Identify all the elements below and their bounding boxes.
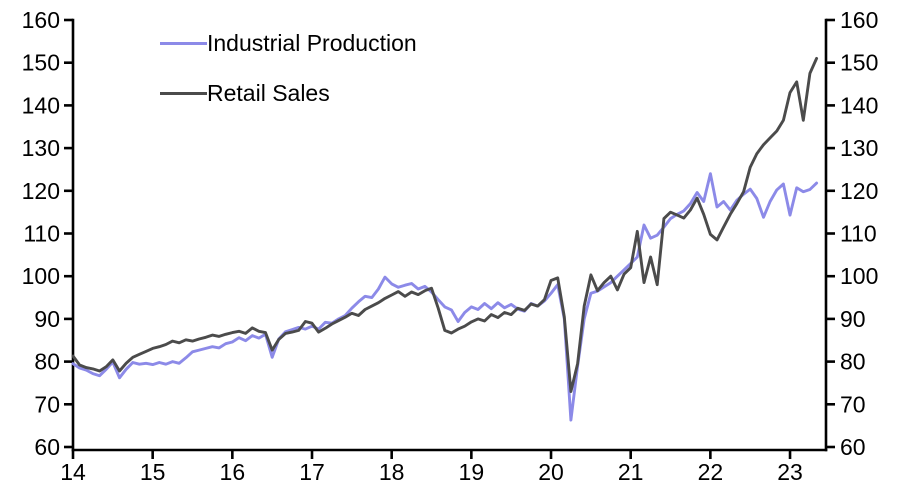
y-axis-tick-label-left: 110 — [23, 221, 60, 247]
x-axis-tick-label: 23 — [777, 459, 803, 485]
x-axis-tick-label: 16 — [220, 459, 246, 485]
legend-line-swatch-industrial-production — [160, 41, 207, 45]
y-axis-tick-label-left: 100 — [22, 263, 60, 289]
x-axis-tick-label: 21 — [618, 459, 644, 485]
y-axis-tick-label-left: 150 — [22, 50, 60, 76]
legend-item-industrial-production: Industrial Production — [160, 30, 417, 56]
y-axis-tick-label-right: 120 — [840, 178, 878, 204]
legend-line-swatch-retail-sales — [160, 91, 207, 95]
y-axis-tick-label-right: 60 — [840, 434, 866, 460]
y-axis-tick-label-right: 160 — [840, 7, 878, 33]
x-axis-tick-label: 14 — [60, 459, 86, 485]
series-line-retail-sales — [71, 56, 819, 393]
x-axis-tick-label: 22 — [698, 459, 724, 485]
y-axis-tick-label-left: 130 — [22, 135, 60, 161]
legend-item-retail-sales: Retail Sales — [160, 80, 417, 106]
x-axis-tick-label: 19 — [459, 459, 485, 485]
y-axis-tick-label-left: 120 — [22, 178, 60, 204]
x-axis-tick-label: 18 — [379, 459, 405, 485]
series-line-industrial-production — [71, 172, 819, 422]
chart-legend: Industrial Production Retail Sales — [160, 30, 417, 106]
legend-label-retail-sales: Retail Sales — [207, 80, 330, 106]
y-axis-tick-label-left: 140 — [22, 92, 60, 118]
y-axis-tick-label-right: 70 — [840, 391, 866, 417]
legend-label-industrial-production: Industrial Production — [207, 30, 417, 56]
x-axis-tick-label: 15 — [140, 459, 166, 485]
y-axis-tick-label-left: 80 — [34, 349, 60, 375]
y-axis-tick-label-left: 70 — [34, 391, 60, 417]
y-axis-tick-label-left: 160 — [22, 7, 60, 33]
y-axis-tick-label-right: 140 — [840, 92, 878, 118]
y-axis-tick-label-right: 80 — [840, 349, 866, 375]
y-axis-tick-label-right: 150 — [840, 50, 878, 76]
y-axis-tick-label-right: 100 — [840, 263, 878, 289]
x-axis-tick-label: 17 — [299, 459, 325, 485]
y-axis-tick-label-left: 90 — [34, 306, 60, 332]
y-axis-tick-label-right: 90 — [840, 306, 866, 332]
x-axis-tick-label: 20 — [538, 459, 564, 485]
y-axis-tick-label-right: 130 — [840, 135, 878, 161]
y-axis-tick-label-right: 110 — [840, 221, 877, 247]
y-axis-tick-label-left: 60 — [34, 434, 60, 460]
